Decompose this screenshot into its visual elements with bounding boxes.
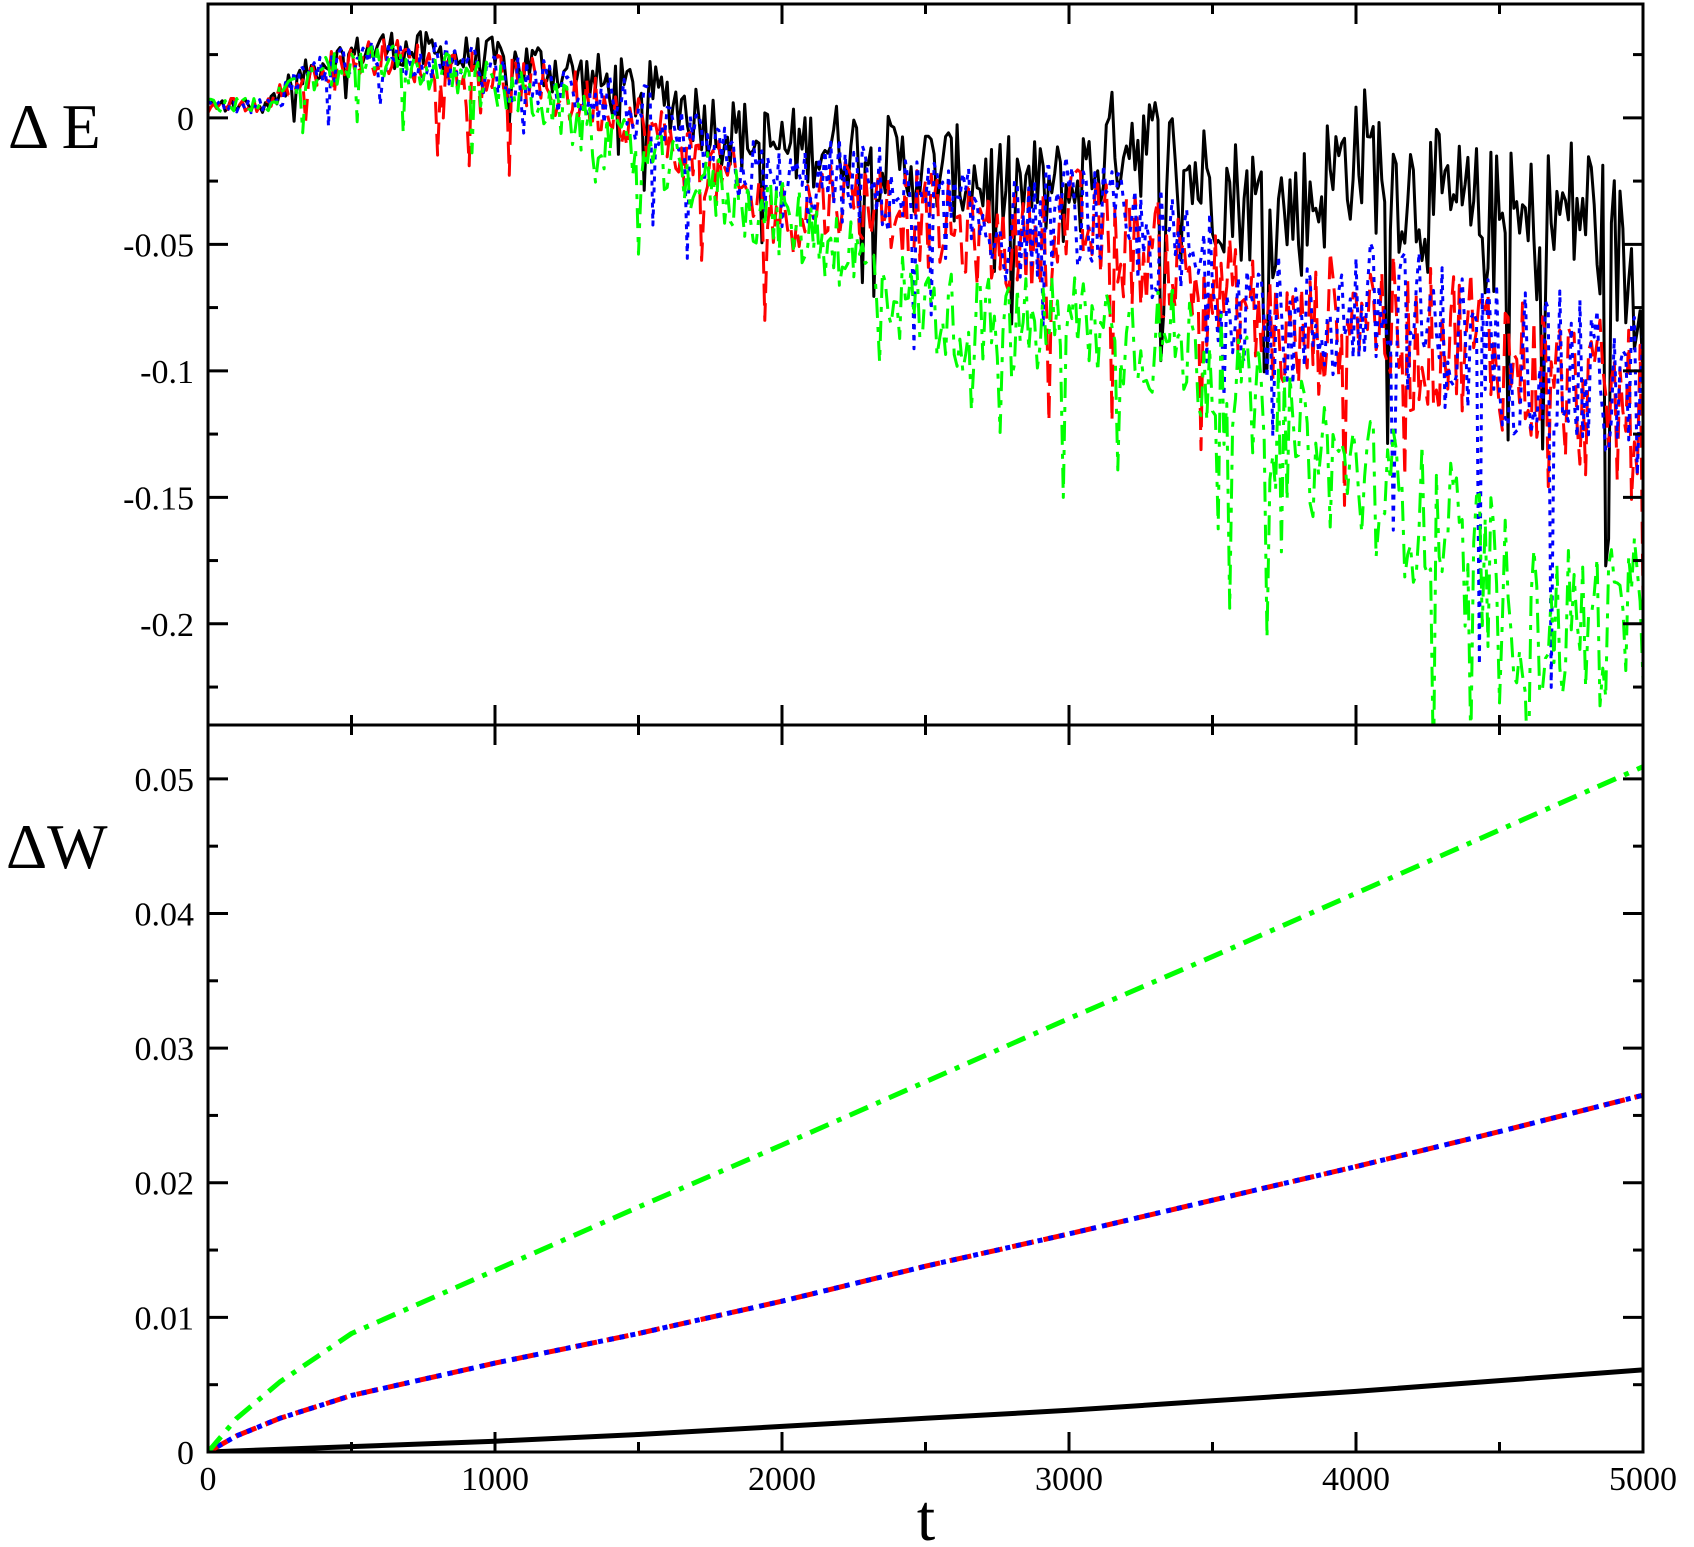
top-series-blue-dotted	[208, 39, 1643, 689]
x-axis-label: t	[917, 1482, 935, 1547]
bottom-series-black-solid	[208, 1367, 1643, 1452]
bottom-series-blue-dotted	[208, 1092, 1643, 1452]
bottom-y-tick-label: 0.03	[135, 1031, 195, 1068]
bottom-y-axis-label: ΔW	[6, 811, 108, 882]
x-tick-label: 5000	[1609, 1461, 1677, 1498]
top-y-axis-label: Δ E	[8, 91, 101, 162]
top-y-tick-label: 0	[177, 101, 194, 138]
bottom-series-group	[208, 764, 1643, 1452]
top-y-tick-label: -0.15	[123, 480, 194, 517]
bottom-y-tick-label: 0.05	[135, 762, 195, 799]
x-tick-label: 1000	[461, 1461, 529, 1498]
top-ticks: 0 -0.05 -0.1 -0.15 -0.2	[123, 4, 1645, 725]
top-y-tick-label: -0.1	[140, 354, 194, 391]
bottom-y-tick-label: 0.01	[135, 1300, 195, 1337]
x-tick-label: 3000	[1035, 1461, 1103, 1498]
bottom-series-green-dashdot	[208, 764, 1643, 1452]
top-series-green-dashdot	[208, 43, 1643, 725]
x-tick-label: 4000	[1322, 1461, 1390, 1498]
x-tick-label: 2000	[748, 1461, 816, 1498]
bottom-panel: 0 0.01 0.02 0.03 0.04 0.05 0 1000 2000 3000 4000 50…	[6, 723, 1677, 1547]
x-tick-label: 0	[200, 1461, 217, 1498]
bottom-y-tick-label: 0	[177, 1435, 194, 1472]
bottom-y-tick-label: 0.04	[135, 896, 195, 933]
bottom-y-tick-label: 0.02	[135, 1166, 195, 1203]
top-y-tick-label: -0.05	[123, 227, 194, 264]
top-series-group	[208, 30, 1643, 725]
top-y-tick-label: -0.2	[140, 607, 194, 644]
bottom-ticks: 0 0.01 0.02 0.03 0.04 0.05 0 1000 2000 3000 4000 50…	[135, 725, 1677, 1498]
